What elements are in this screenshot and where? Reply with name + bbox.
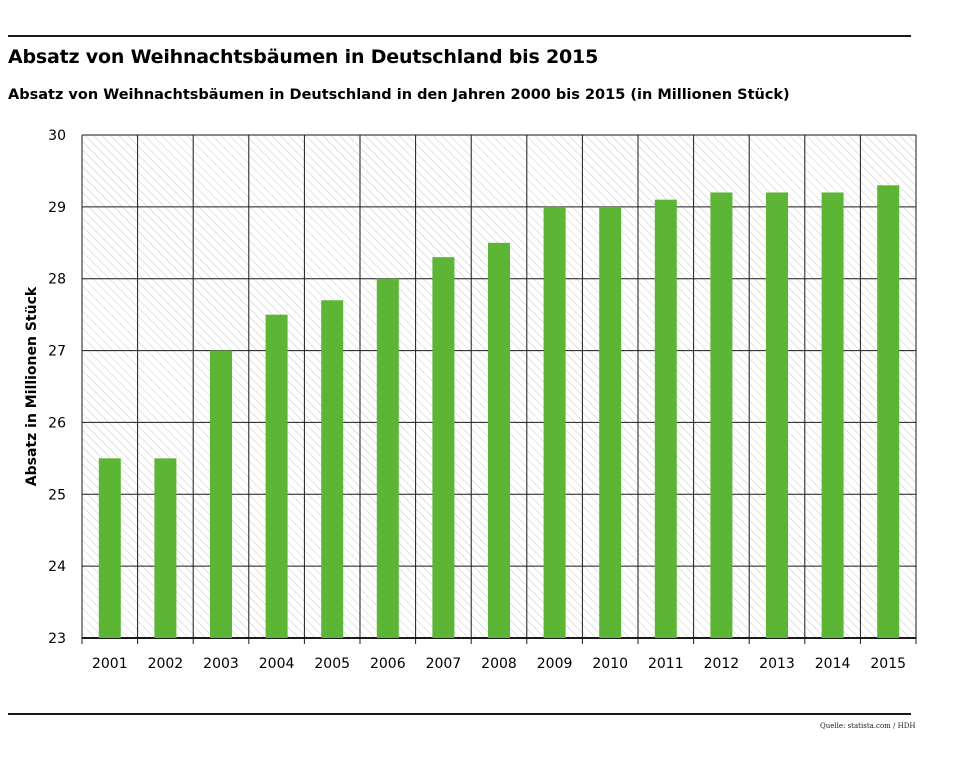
bar-2010: [599, 206, 622, 638]
x-tick-label: 2006: [370, 656, 406, 672]
bar-2002: [154, 458, 177, 638]
bar-2003: [210, 350, 232, 638]
bottom-rule: [8, 713, 911, 715]
x-tick-label: 2010: [592, 656, 628, 672]
y-axis-label: Absatz in Millionen Stück: [24, 286, 40, 486]
y-tick-label: 30: [48, 128, 66, 144]
x-tick-labels: 2001 2002 2003 2004 2005 2006 2007 2008 2009 2010…: [92, 656, 906, 672]
x-tick-label: 2004: [259, 656, 295, 672]
x-tick-label: 2011: [648, 656, 684, 672]
bar-2011: [654, 199, 677, 638]
x-tick-label: 2002: [148, 656, 184, 672]
chart-subtitle: Absatz von Weihnachtsbäumen in Deutschla…: [8, 87, 790, 103]
y-tick-labels: 23 24 25 26 27 28 29 30: [48, 128, 66, 647]
bars: [98, 185, 900, 639]
x-tick-label: 2014: [815, 656, 851, 672]
bar-2014: [821, 192, 844, 638]
y-tick-label: 28: [48, 272, 66, 288]
bar-2006: [376, 278, 399, 638]
x-tick-label: 2005: [314, 656, 350, 672]
source-note: Quelle: statista.com / HDH: [820, 722, 916, 730]
x-tick-label: 2007: [426, 656, 462, 672]
y-tick-label: 23: [48, 631, 66, 647]
bar-2012: [710, 192, 733, 638]
x-tick-label: 2015: [870, 656, 906, 672]
x-tick-label: 2001: [92, 656, 128, 672]
bar-2004: [265, 314, 288, 638]
x-tick-label: 2012: [704, 656, 740, 672]
bar-2007: [432, 257, 455, 638]
y-tick-label: 25: [48, 487, 66, 503]
y-tick-label: 26: [48, 415, 66, 431]
bar-2013: [766, 192, 788, 638]
chart-title: Absatz von Weihnachtsbäumen in Deutschla…: [8, 46, 599, 68]
bar-2005: [321, 300, 344, 638]
y-tick-label: 29: [48, 200, 66, 216]
y-tick-label: 27: [48, 344, 66, 360]
top-rule: [8, 35, 911, 37]
bar-2009: [543, 206, 566, 638]
x-tick-label: 2009: [537, 656, 573, 672]
x-tick-label: 2003: [203, 656, 239, 672]
x-tick-label: 2008: [481, 656, 517, 672]
bar-2001: [98, 458, 121, 638]
bar-2008: [488, 242, 510, 639]
y-tick-label: 24: [48, 559, 66, 575]
bar-2015: [877, 185, 900, 639]
x-tick-label: 2013: [759, 656, 795, 672]
